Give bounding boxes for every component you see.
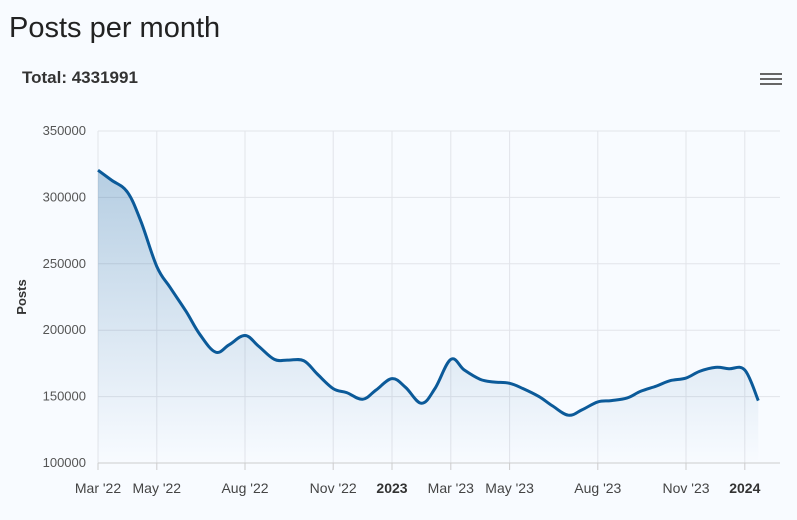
data-point[interactable]	[683, 375, 689, 381]
chart-subtitle: Total: 4331991	[22, 68, 138, 87]
data-point[interactable]	[108, 177, 114, 183]
data-point[interactable]	[418, 400, 424, 406]
x-tick-label: 2023	[376, 480, 407, 496]
x-tick-label: May '23	[485, 480, 534, 496]
x-tick-label: 2024	[729, 480, 760, 496]
y-axis-title: Posts	[14, 279, 29, 314]
y-tick-label: 250000	[43, 256, 86, 271]
data-point[interactable]	[197, 331, 203, 337]
y-tick-label: 100000	[43, 455, 86, 470]
x-tick-label: May '22	[133, 480, 182, 496]
page-title: Posts per month	[9, 12, 221, 44]
data-point[interactable]	[667, 378, 673, 384]
menu-bar	[760, 73, 782, 75]
data-point[interactable]	[95, 167, 101, 173]
data-point[interactable]	[579, 407, 585, 413]
x-tick-label: Mar '23	[428, 480, 474, 496]
data-point[interactable]	[742, 367, 748, 373]
series-line[interactable]	[97, 168, 760, 417]
data-point[interactable]	[696, 368, 702, 374]
x-tick-label: Nov '22	[310, 480, 357, 496]
data-point[interactable]	[330, 386, 336, 392]
data-point[interactable]	[271, 356, 277, 362]
series-area-fill	[98, 170, 759, 463]
data-point[interactable]	[285, 357, 291, 363]
data-point[interactable]	[477, 376, 483, 382]
data-point[interactable]	[536, 394, 542, 400]
data-point[interactable]	[301, 358, 307, 364]
menu-bar	[760, 78, 782, 80]
data-point[interactable]	[432, 386, 438, 392]
data-point[interactable]	[344, 390, 350, 396]
data-point[interactable]	[389, 376, 395, 382]
data-point[interactable]	[461, 367, 467, 373]
y-tick-label: 200000	[43, 322, 86, 337]
data-point[interactable]	[608, 398, 614, 404]
data-point[interactable]	[255, 343, 261, 349]
data-point[interactable]	[549, 403, 555, 409]
chart-plot: 100000 150000 200000 250000 300000 350000 Mar …	[14, 123, 780, 496]
data-point[interactable]	[448, 356, 454, 362]
data-point[interactable]	[712, 364, 718, 370]
data-point[interactable]	[507, 380, 513, 386]
data-point[interactable]	[124, 189, 130, 195]
data-point[interactable]	[654, 383, 660, 389]
y-tick-label: 350000	[43, 123, 86, 138]
data-point[interactable]	[183, 309, 189, 315]
x-tick-label: Aug '23	[574, 480, 621, 496]
y-tick-label: 150000	[43, 389, 86, 404]
data-point[interactable]	[314, 371, 320, 377]
data-point[interactable]	[373, 387, 379, 393]
data-point[interactable]	[242, 333, 248, 339]
data-point[interactable]	[520, 386, 526, 392]
data-point[interactable]	[167, 285, 173, 291]
x-tick-label: Nov '23	[662, 480, 709, 496]
data-point[interactable]	[565, 412, 571, 418]
x-tick-label: Aug '22	[221, 480, 268, 496]
x-tick-label: Mar '22	[75, 480, 121, 496]
data-point[interactable]	[360, 396, 366, 402]
y-tick-label: 300000	[43, 189, 86, 204]
data-point[interactable]	[154, 263, 160, 269]
data-point[interactable]	[402, 384, 408, 390]
data-point[interactable]	[726, 366, 732, 372]
data-point[interactable]	[213, 349, 219, 355]
chart-menu-button[interactable]	[760, 70, 782, 88]
data-point[interactable]	[138, 218, 144, 224]
menu-bar	[760, 83, 782, 85]
data-point[interactable]	[226, 342, 232, 348]
data-point[interactable]	[755, 398, 761, 404]
data-point[interactable]	[595, 399, 601, 405]
chart-container: Total: 4331991 100000 150000 200000 250000 3…	[0, 58, 797, 520]
data-point[interactable]	[624, 395, 630, 401]
data-point[interactable]	[638, 388, 644, 394]
data-point[interactable]	[491, 379, 497, 385]
